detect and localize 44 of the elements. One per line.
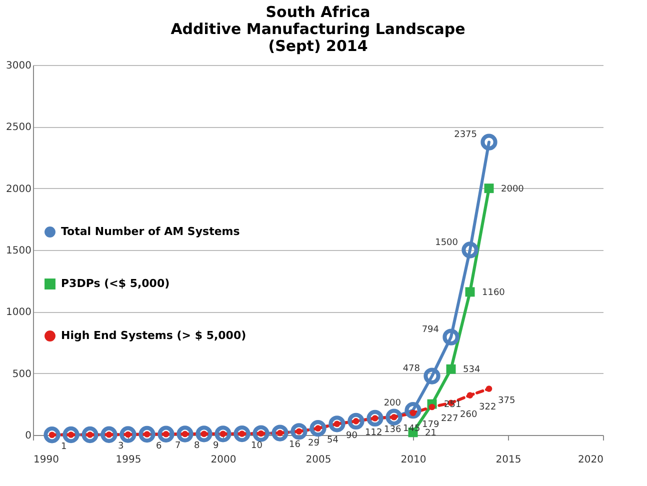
data-label: 1500 bbox=[435, 238, 458, 248]
data-label: 136 bbox=[384, 425, 402, 436]
x-tick-label: 2020 bbox=[578, 454, 604, 466]
y-tick-label: 1500 bbox=[6, 246, 32, 256]
x-tick-label: 2010 bbox=[400, 454, 426, 466]
data-label: 3 bbox=[118, 442, 124, 452]
legend-label: High End Systems (> $ 5,000) bbox=[61, 329, 246, 342]
y-tick-label: 0 bbox=[25, 430, 32, 442]
y-tick-label: 1000 bbox=[6, 307, 32, 318]
data-label: 251 bbox=[444, 400, 462, 410]
data-label: 227 bbox=[441, 414, 458, 424]
data-label: 7 bbox=[175, 441, 181, 452]
y-tick-label: 3000 bbox=[6, 60, 32, 72]
y-tick-label: 2000 bbox=[6, 184, 32, 195]
data-label: 200 bbox=[384, 398, 402, 408]
data-label: 54 bbox=[327, 435, 339, 446]
data-label: 794 bbox=[422, 325, 440, 336]
data-label: 322 bbox=[479, 402, 496, 412]
data-label: 1 bbox=[61, 442, 67, 452]
data-label: 375 bbox=[498, 396, 516, 406]
x-tick-label: 1990 bbox=[34, 454, 59, 466]
data-label: 9 bbox=[213, 440, 219, 451]
x-tick-label: 2015 bbox=[496, 454, 522, 466]
data-label: 10 bbox=[251, 440, 263, 451]
data-label: 179 bbox=[422, 420, 440, 430]
x-tick-label: 1995 bbox=[116, 454, 142, 466]
data-label: 534 bbox=[463, 365, 480, 376]
y-tick-label: 2500 bbox=[6, 122, 32, 134]
data-label: 2000 bbox=[501, 184, 524, 194]
y-tick-label: 500 bbox=[12, 368, 32, 380]
data-label: 6 bbox=[156, 441, 162, 452]
data-label: 8 bbox=[194, 441, 200, 452]
data-label: 478 bbox=[402, 364, 420, 374]
legend-label: Total Number of AM Systems bbox=[61, 225, 240, 238]
data-label: 260 bbox=[460, 410, 478, 420]
legend-label: P3DPs (<$ 5,000) bbox=[61, 277, 170, 290]
x-tick-label: 2000 bbox=[210, 454, 236, 466]
x-tick-label: 2005 bbox=[306, 454, 332, 466]
data-label: 1160 bbox=[482, 288, 506, 298]
data-label: 16 bbox=[289, 440, 301, 450]
chart-title: South Africa Additive Manufacturing Landscape (Sept) 2014 bbox=[170, 3, 466, 55]
data-label: 112 bbox=[365, 428, 382, 438]
data-label: 29 bbox=[308, 438, 320, 448]
data-label: 2375 bbox=[454, 130, 477, 140]
